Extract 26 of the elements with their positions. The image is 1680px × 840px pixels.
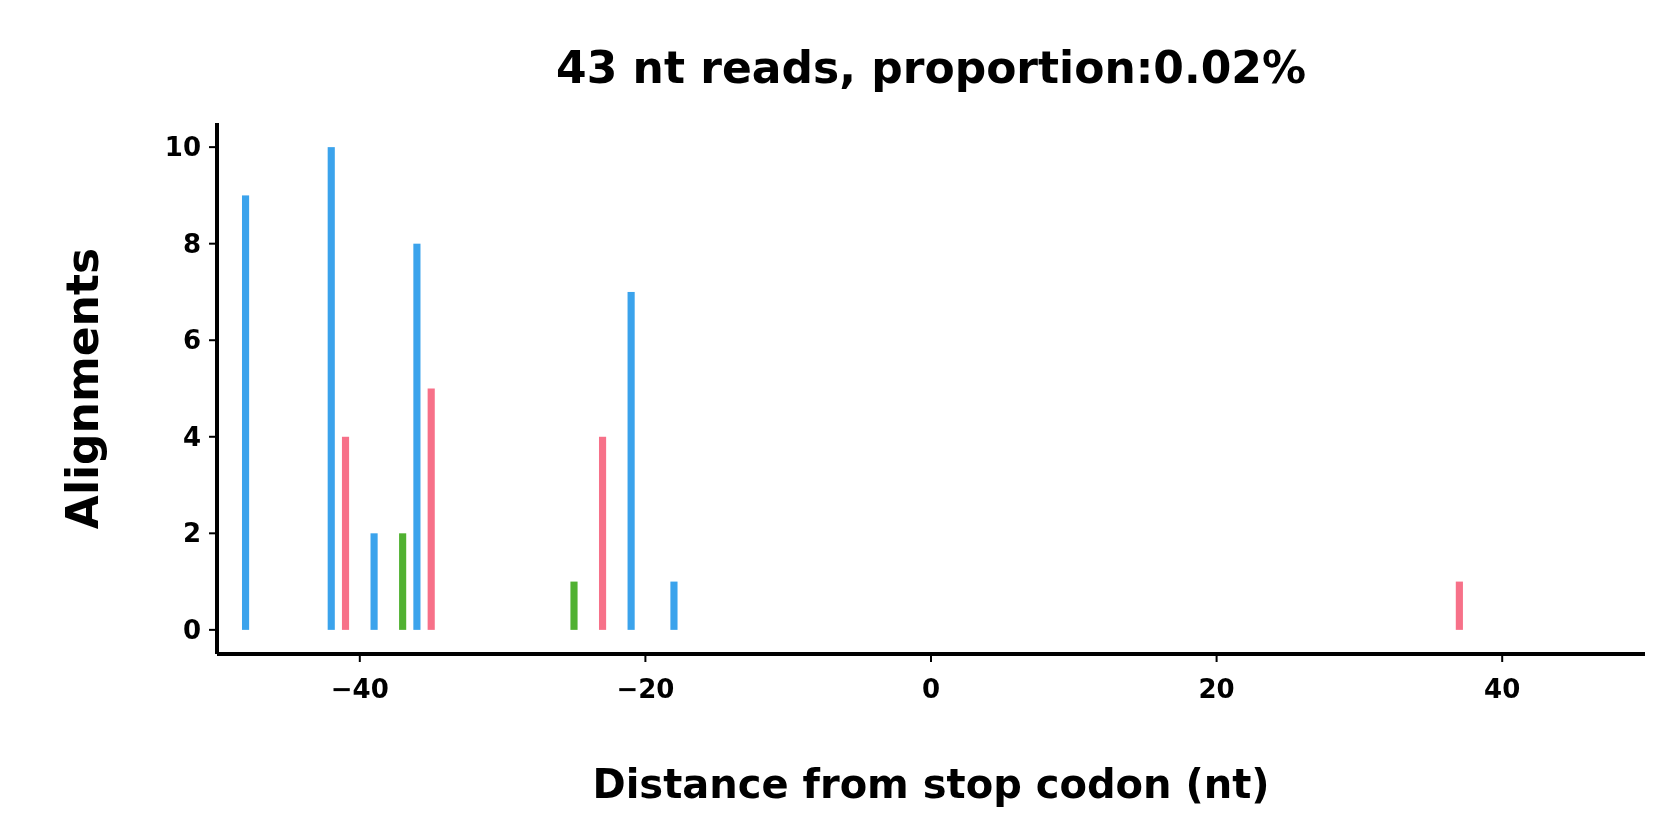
- bar: [570, 581, 578, 630]
- bar: [627, 291, 635, 630]
- bar: [413, 243, 421, 630]
- x-tick-label: −20: [616, 674, 675, 704]
- bar: [241, 195, 250, 630]
- bar: [370, 533, 378, 630]
- x-tick-label: 20: [1198, 674, 1235, 704]
- y-tick-label: 4: [182, 421, 201, 452]
- bar: [598, 436, 607, 630]
- chart-title: 43 nt reads, proportion:0.02%: [556, 42, 1306, 93]
- x-tick-label: 40: [1484, 674, 1521, 704]
- y-tick-label: 0: [182, 614, 201, 645]
- bar: [1455, 581, 1463, 630]
- bar: [670, 581, 678, 630]
- x-axis-title: Distance from stop codon (nt): [592, 761, 1270, 807]
- bar: [341, 436, 350, 630]
- bar: [427, 388, 435, 630]
- bar: [399, 533, 407, 630]
- y-tick-label: 10: [164, 132, 201, 163]
- y-axis-title: Alignments: [57, 247, 108, 530]
- bar: [327, 147, 335, 630]
- y-tick-label: 2: [182, 518, 201, 549]
- x-tick-label: 0: [921, 674, 941, 704]
- y-tick-label: 6: [182, 325, 201, 356]
- x-tick-label: −40: [330, 674, 389, 704]
- y-tick-label: 8: [182, 228, 201, 259]
